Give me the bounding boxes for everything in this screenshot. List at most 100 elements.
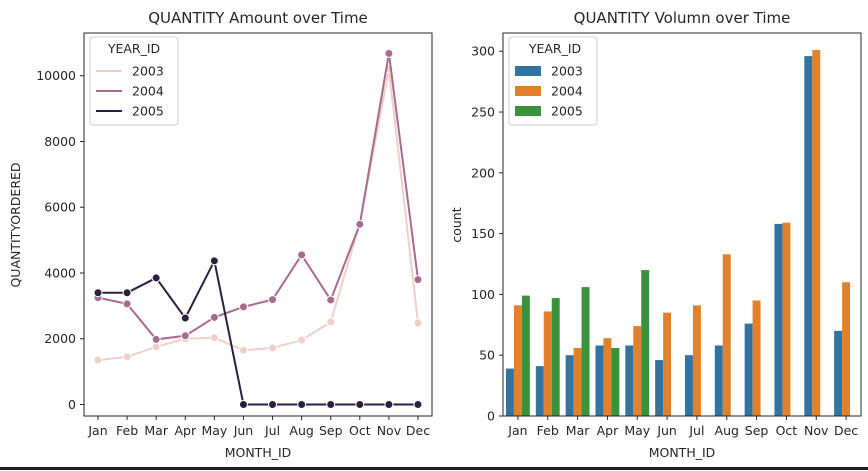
bar-2003 <box>684 355 693 416</box>
legend-label-2003: 2003 <box>551 64 583 79</box>
x-tick-label: Nov <box>377 423 402 438</box>
series-line-2005 <box>98 257 418 406</box>
bar-2003 <box>535 366 544 416</box>
series-line-2004 <box>97 53 419 341</box>
data-point-2005 <box>326 399 336 409</box>
x-tick-label: Mar <box>566 423 590 438</box>
line-chart-legend: YEAR_ID 2003 2004 2005 <box>89 36 179 126</box>
line-chart: QUANTITY Amount over Time MONTH_ID QUANT… <box>8 9 433 460</box>
bar-2004 <box>603 338 612 416</box>
bar-2003 <box>565 355 574 416</box>
x-tick-label: Feb <box>116 423 138 438</box>
bar-2004 <box>812 50 821 417</box>
bar-2005 <box>521 295 530 416</box>
line-legend-box <box>89 36 179 126</box>
legend-swatch-2005 <box>515 106 541 116</box>
x-tick-label: Feb <box>537 423 559 438</box>
x-tick-label: Dec <box>834 423 858 438</box>
bar-2005 <box>581 287 590 416</box>
bar-chart-xlabel: MONTH_ID <box>649 445 716 460</box>
line-chart-ylabel: QUANTITYORDERED <box>8 162 23 287</box>
bar-2004 <box>722 254 731 416</box>
bar-legend-title: YEAR_ID <box>528 41 581 56</box>
line-chart-frame <box>83 32 433 417</box>
data-point-2005 <box>122 288 132 298</box>
bottom-border <box>0 467 868 470</box>
y-tick-label: 300 <box>471 44 495 59</box>
bar-chart-frame <box>502 32 862 417</box>
data-point-2003 <box>93 355 103 365</box>
bar-2003 <box>595 345 604 416</box>
data-point-2004 <box>268 295 278 305</box>
x-tick-label: Jan <box>507 423 527 438</box>
data-point-2005 <box>297 399 307 409</box>
data-point-2003 <box>413 318 423 328</box>
data-point-2005 <box>151 273 161 283</box>
bar-2004 <box>543 311 552 416</box>
data-point-2003 <box>297 335 307 345</box>
data-point-2004 <box>297 250 307 260</box>
bar-2004 <box>842 282 851 416</box>
data-point-2004 <box>151 334 161 344</box>
bar-2005 <box>641 270 650 416</box>
bar-2003 <box>744 323 753 416</box>
line-chart-xlabel: MONTH_ID <box>225 445 292 460</box>
x-tick-label: Oct <box>349 423 371 438</box>
data-point-2005 <box>268 399 278 409</box>
data-point-2004 <box>180 331 190 341</box>
x-tick-label: Sep <box>745 423 769 438</box>
bar-chart-title: QUANTITY Volumn over Time <box>574 9 791 27</box>
data-point-2005 <box>413 399 423 409</box>
data-point-2004 <box>326 295 336 305</box>
data-point-2005 <box>355 399 365 409</box>
legend-label-2003: 2003 <box>132 64 164 79</box>
bar-2004 <box>513 305 522 416</box>
x-tick-label: May <box>201 423 227 438</box>
bar-2003 <box>505 368 514 416</box>
data-point-2004 <box>238 302 248 312</box>
data-point-2005 <box>180 313 190 323</box>
x-tick-label: Aug <box>289 423 313 438</box>
x-tick-label: Jul <box>264 423 280 438</box>
line-legend-title: YEAR_ID <box>107 41 160 56</box>
bar-2005 <box>551 298 560 416</box>
data-point-2003 <box>151 342 161 352</box>
legend-label-2004: 2004 <box>551 84 583 99</box>
bar-2004 <box>573 347 582 416</box>
bar-2004 <box>663 312 672 416</box>
y-tick-label: 4000 <box>44 265 76 280</box>
x-tick-label: May <box>624 423 650 438</box>
x-tick-label: Aug <box>715 423 739 438</box>
y-tick-label: 6000 <box>44 200 76 215</box>
data-point-2004 <box>355 219 365 229</box>
y-tick-label: 100 <box>471 287 495 302</box>
y-tick-label: 0 <box>68 397 76 412</box>
bar-2004 <box>782 222 791 416</box>
bar-2004 <box>752 300 761 416</box>
x-tick-label: Jun <box>656 423 677 438</box>
data-point-2003 <box>268 343 278 353</box>
legend-swatch-2003 <box>515 66 541 76</box>
line-chart-ticks: Jan Feb Mar Apr May Jun Jul Aug Sep Oct Nov Dec 0 200… <box>36 68 430 438</box>
bar-chart-ylabel: count <box>449 207 464 242</box>
bar-2004 <box>692 305 701 416</box>
x-tick-label: Nov <box>804 423 829 438</box>
bar-2005 <box>611 347 620 416</box>
line-chart-title: QUANTITY Amount over Time <box>148 9 368 27</box>
legend-label-2005: 2005 <box>551 104 583 119</box>
legend-label-2005: 2005 <box>132 104 164 119</box>
legend-label-2004: 2004 <box>132 84 164 99</box>
x-tick-label: Apr <box>597 423 619 438</box>
x-tick-label: Dec <box>406 423 430 438</box>
line-chart-series <box>93 48 423 409</box>
data-point-2004 <box>209 312 219 322</box>
data-point-2005 <box>384 399 394 409</box>
legend-swatch-2004 <box>515 86 541 96</box>
x-tick-label: Oct <box>776 423 798 438</box>
data-point-2004 <box>413 275 423 285</box>
bar-chart-bars <box>505 50 851 417</box>
x-tick-label: Apr <box>174 423 196 438</box>
x-tick-label: Mar <box>144 423 168 438</box>
y-tick-label: 0 <box>487 409 495 424</box>
